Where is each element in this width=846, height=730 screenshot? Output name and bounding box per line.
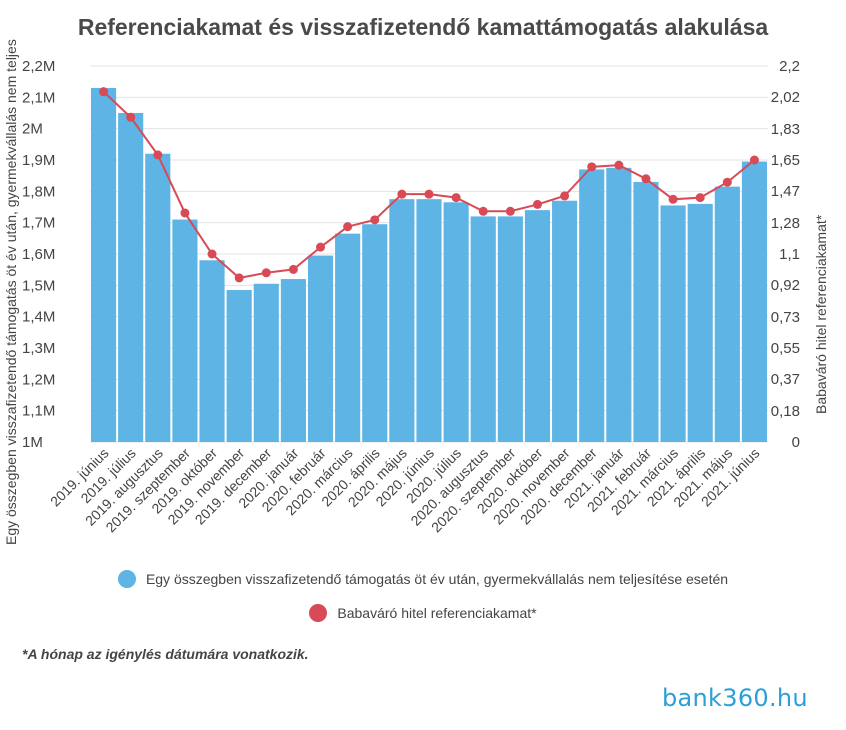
line-point bbox=[560, 191, 570, 201]
right-axis-label: Babaváró hitel referenciakamat* bbox=[813, 214, 829, 414]
line-point bbox=[316, 242, 326, 252]
line-point bbox=[668, 194, 678, 204]
left-tick-label: 1,8M bbox=[22, 183, 55, 200]
right-tick-label: 0,55 bbox=[771, 340, 800, 357]
bar bbox=[714, 186, 740, 442]
combo-chart: 1M 1,1M 1,2M 1,3M 1,4M 1,5M 1,6M 1,7M 1,8M 1,9M 2M… bbox=[3, 39, 829, 545]
bar bbox=[307, 255, 334, 442]
line-point bbox=[641, 174, 651, 184]
bar bbox=[199, 260, 225, 442]
legend-item-bars[interactable]: Egy összegben visszafizetendő támogatás … bbox=[0, 570, 846, 588]
left-axis: 1M 1,1M 1,2M 1,3M 1,4M 1,5M 1,6M 1,7M 1,8M 1,9M 2M… bbox=[22, 58, 55, 451]
right-tick-label: 1,83 bbox=[771, 121, 800, 138]
line-point bbox=[370, 215, 380, 225]
bar bbox=[552, 200, 578, 442]
legend-line-swatch bbox=[309, 604, 328, 622]
left-tick-label: 1,5M bbox=[22, 277, 55, 294]
line-point bbox=[288, 264, 298, 274]
bar bbox=[226, 290, 252, 442]
legend-item-line[interactable]: Babaváró hitel referenciakamat* bbox=[0, 604, 846, 622]
right-axis: 0 0,18 0,37 0,55 0,73 0,92 1,1 1,28 1,47 1,65 1,83… bbox=[771, 58, 800, 451]
legend-bar-swatch bbox=[117, 570, 136, 588]
bar bbox=[443, 202, 469, 442]
right-tick-label: 0,92 bbox=[771, 277, 800, 294]
line-point bbox=[505, 206, 515, 216]
left-tick-label: 1,9M bbox=[22, 152, 55, 169]
line-point bbox=[153, 150, 163, 160]
legend-bar-label: Egy összegben visszafizetendő támogatás … bbox=[145, 571, 729, 587]
line-point bbox=[695, 193, 705, 203]
right-tick-label: 1,65 bbox=[771, 152, 800, 169]
left-tick-label: 2M bbox=[22, 121, 43, 138]
right-tick-label: 1,47 bbox=[771, 183, 800, 200]
line-point bbox=[451, 193, 461, 203]
right-tick-label: 0,37 bbox=[771, 371, 800, 388]
line-point bbox=[424, 189, 434, 199]
left-tick-label: 1M bbox=[22, 434, 43, 451]
bar bbox=[335, 233, 361, 442]
left-axis-label: Egy összegben visszafizetendő támogatás … bbox=[3, 39, 19, 545]
left-tick-label: 1,7M bbox=[22, 215, 55, 232]
left-tick-label: 1,4M bbox=[22, 309, 55, 326]
left-tick-label: 1,1M bbox=[22, 403, 55, 420]
footnote: *A hónap az igénylés dátumára vonatkozik… bbox=[22, 646, 309, 662]
right-tick-label: 2,2 bbox=[779, 58, 800, 75]
line-point bbox=[99, 87, 109, 97]
line-point bbox=[614, 160, 624, 170]
line-point bbox=[126, 112, 136, 122]
line-point bbox=[343, 222, 353, 232]
left-tick-label: 2,1M bbox=[22, 89, 55, 106]
line-point bbox=[478, 206, 488, 216]
right-tick-label: 0,18 bbox=[771, 403, 800, 420]
bar bbox=[470, 216, 496, 442]
line-point bbox=[261, 268, 271, 278]
bar bbox=[362, 224, 388, 442]
bar bbox=[741, 161, 767, 443]
left-tick-label: 1,2M bbox=[22, 371, 55, 388]
bar bbox=[497, 216, 523, 442]
bar bbox=[389, 199, 415, 442]
line-point bbox=[749, 155, 759, 165]
bar-series bbox=[91, 87, 767, 443]
bar bbox=[687, 203, 713, 442]
line-point bbox=[587, 162, 597, 172]
line-point bbox=[532, 199, 542, 209]
line-series bbox=[99, 87, 759, 283]
line-point bbox=[180, 208, 190, 218]
bar bbox=[416, 199, 442, 442]
bar bbox=[606, 167, 632, 443]
bar bbox=[280, 279, 306, 442]
right-tick-label: 0 bbox=[792, 434, 800, 451]
right-tick-label: 1,28 bbox=[771, 215, 800, 232]
bar bbox=[172, 219, 198, 442]
line-point bbox=[397, 189, 407, 199]
bar bbox=[118, 113, 144, 442]
line-point bbox=[234, 273, 244, 283]
left-tick-label: 1,3M bbox=[22, 340, 55, 357]
right-tick-label: 2,02 bbox=[771, 89, 800, 106]
left-tick-label: 2,2M bbox=[22, 58, 55, 75]
left-tick-label: 1,6M bbox=[22, 246, 55, 263]
bar bbox=[91, 87, 117, 442]
bar bbox=[633, 181, 659, 442]
line-point bbox=[722, 177, 732, 187]
bar bbox=[145, 153, 171, 442]
line-point bbox=[207, 249, 217, 259]
bar bbox=[253, 283, 279, 442]
bar bbox=[579, 169, 605, 442]
right-tick-label: 1,1 bbox=[779, 246, 800, 263]
bar bbox=[660, 205, 686, 442]
chart-title: Referenciakamat és visszafizetendő kamat… bbox=[77, 14, 769, 40]
brand-logo[interactable]: bank360.hu bbox=[662, 684, 808, 712]
bar bbox=[524, 210, 551, 442]
right-tick-label: 0,73 bbox=[771, 309, 800, 326]
legend-line-label: Babaváró hitel referenciakamat* bbox=[337, 605, 537, 621]
